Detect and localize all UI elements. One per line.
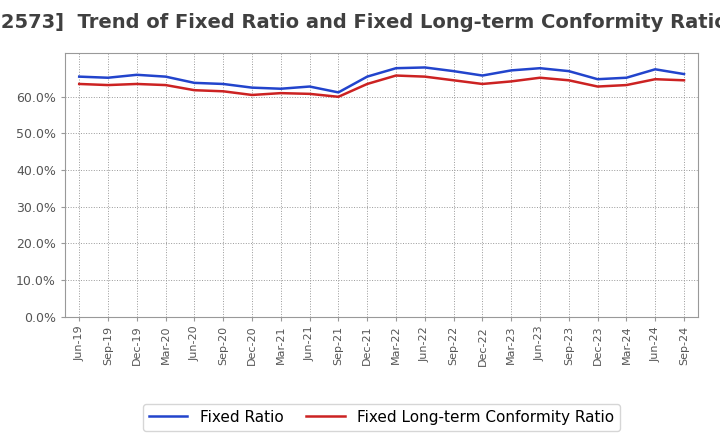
Fixed Ratio (104, 75, 112, 81)
Fixed Long-term Conformity Ratio (305, 91, 314, 96)
Fixed Long-term Conformity Ratio (507, 79, 516, 84)
Fixed Ratio (651, 66, 660, 72)
Fixed Long-term Conformity Ratio (219, 88, 228, 94)
Fixed Long-term Conformity Ratio (536, 75, 544, 81)
Fixed Ratio (536, 66, 544, 71)
Fixed Long-term Conformity Ratio (449, 77, 458, 83)
Fixed Long-term Conformity Ratio (190, 88, 199, 93)
Fixed Ratio (75, 74, 84, 79)
Legend: Fixed Ratio, Fixed Long-term Conformity Ratio: Fixed Ratio, Fixed Long-term Conformity … (143, 403, 620, 431)
Fixed Long-term Conformity Ratio (104, 82, 112, 88)
Fixed Long-term Conformity Ratio (276, 91, 285, 96)
Fixed Ratio (132, 72, 141, 77)
Fixed Ratio (219, 81, 228, 87)
Fixed Ratio (392, 66, 400, 71)
Fixed Ratio (276, 86, 285, 92)
Fixed Ratio (305, 84, 314, 89)
Fixed Ratio (564, 69, 573, 74)
Fixed Long-term Conformity Ratio (680, 77, 688, 83)
Fixed Ratio (478, 73, 487, 78)
Fixed Ratio (622, 75, 631, 81)
Fixed Ratio (420, 65, 429, 70)
Fixed Ratio (161, 74, 170, 79)
Fixed Long-term Conformity Ratio (651, 77, 660, 82)
Fixed Long-term Conformity Ratio (132, 81, 141, 87)
Fixed Ratio (449, 69, 458, 74)
Fixed Ratio (507, 68, 516, 73)
Fixed Long-term Conformity Ratio (248, 92, 256, 98)
Text: [2573]  Trend of Fixed Ratio and Fixed Long-term Conformity Ratio: [2573] Trend of Fixed Ratio and Fixed Lo… (0, 13, 720, 32)
Fixed Long-term Conformity Ratio (75, 81, 84, 87)
Fixed Ratio (680, 71, 688, 77)
Fixed Ratio (190, 80, 199, 85)
Line: Fixed Ratio: Fixed Ratio (79, 67, 684, 92)
Fixed Long-term Conformity Ratio (363, 81, 372, 87)
Fixed Long-term Conformity Ratio (622, 82, 631, 88)
Fixed Long-term Conformity Ratio (392, 73, 400, 78)
Fixed Long-term Conformity Ratio (478, 81, 487, 87)
Fixed Long-term Conformity Ratio (593, 84, 602, 89)
Fixed Long-term Conformity Ratio (161, 82, 170, 88)
Fixed Ratio (334, 90, 343, 95)
Fixed Long-term Conformity Ratio (564, 77, 573, 83)
Fixed Long-term Conformity Ratio (420, 74, 429, 79)
Fixed Long-term Conformity Ratio (334, 94, 343, 99)
Fixed Ratio (363, 74, 372, 79)
Fixed Ratio (593, 77, 602, 82)
Fixed Ratio (248, 85, 256, 90)
Line: Fixed Long-term Conformity Ratio: Fixed Long-term Conformity Ratio (79, 76, 684, 97)
